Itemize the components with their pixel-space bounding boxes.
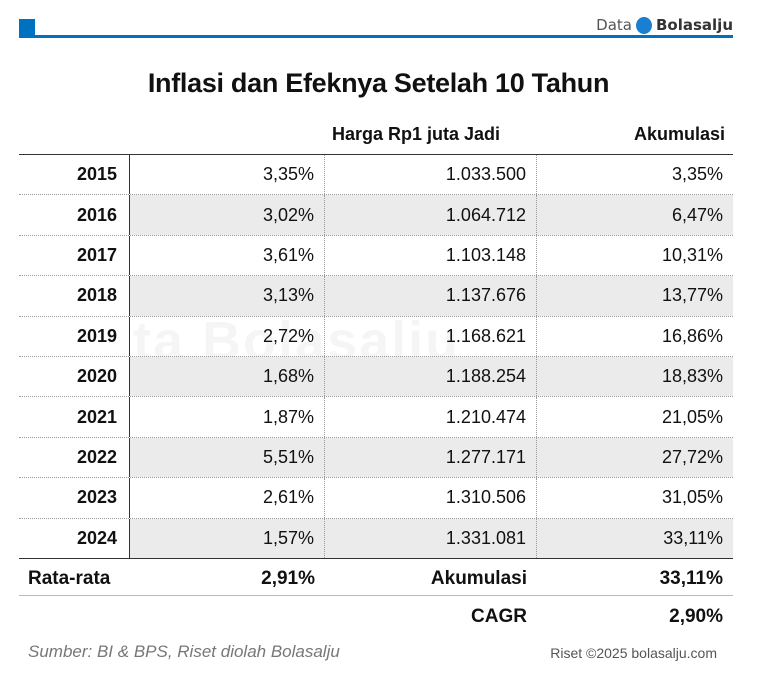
price-cell: 1.168.621 bbox=[325, 316, 537, 356]
price-cell: 1.033.500 bbox=[325, 155, 537, 195]
price-cell: 1.137.676 bbox=[325, 276, 537, 316]
accumulation-cell: 31,05% bbox=[661, 487, 723, 508]
year-cell: 2017 bbox=[19, 235, 130, 276]
summary-row-average: Rata-rata 2,91% Akumulasi 33,11% bbox=[19, 560, 733, 597]
summary-divider bbox=[19, 595, 733, 596]
cagr-value: 2,90% bbox=[669, 605, 723, 627]
inflation-table: 2015 3,35% 1.033.500 3,35% 2016 3,02% 1.064.71… bbox=[19, 154, 733, 559]
copyright: Riset ©2025 bolasalju.com bbox=[550, 645, 717, 661]
inflation-cell: 2,61% bbox=[130, 478, 325, 518]
table-row: 2024 1,57% 1.331.081 33,11% bbox=[19, 518, 733, 559]
table-row: 2018 3,13% 1.137.676 13,77% bbox=[19, 276, 733, 317]
year-cell: 2016 bbox=[19, 195, 130, 235]
snowball-icon bbox=[635, 16, 652, 34]
inflation-cell: 2,72% bbox=[130, 316, 325, 356]
accumulation-cell: 13,77% bbox=[537, 276, 733, 316]
inflation-cell: 1,57% bbox=[130, 518, 325, 558]
accumulation-cell: 16,86% bbox=[661, 325, 723, 346]
column-header-price: Harga Rp1 juta Jadi bbox=[332, 124, 501, 144]
table-row: 2020 1,68% 1.188.254 18,83% bbox=[19, 356, 733, 398]
price-cell: 1.064.712 bbox=[325, 195, 537, 235]
price-cell: 1.103.148 bbox=[325, 235, 537, 276]
price-cell: 1.310.506 bbox=[325, 478, 537, 518]
year-cell: 2019 bbox=[19, 316, 130, 356]
accumulation-cell: 21,05% bbox=[661, 406, 723, 427]
brand-square bbox=[19, 19, 35, 37]
accumulation-cell: 27,72% bbox=[537, 437, 733, 478]
table-row: 2019 2,72% 1.168.621 16,86% bbox=[19, 316, 733, 357]
year-cell: 2015 bbox=[19, 155, 130, 195]
price-cell: 1.210.474 bbox=[325, 397, 537, 437]
inflation-cell: 3,61% bbox=[130, 235, 325, 276]
accumulation-cell: 6,47% bbox=[537, 195, 733, 235]
average-label: Rata-rata bbox=[28, 567, 111, 589]
inflation-cell: 1,87% bbox=[130, 397, 325, 437]
year-cell: 2023 bbox=[19, 478, 130, 518]
header-rule bbox=[19, 35, 733, 38]
table-row: 2021 1,87% 1.210.474 21,05% bbox=[19, 397, 733, 438]
accumulation-cell: 3,35% bbox=[671, 164, 723, 185]
chart-title: Inflasi dan Efeknya Setelah 10 Tahun bbox=[147, 68, 610, 98]
year-cell: 2020 bbox=[19, 356, 130, 397]
accumulation-value: 33,11% bbox=[659, 567, 723, 589]
accumulation-cell: 10,31% bbox=[661, 244, 723, 265]
accumulation-cell: 18,83% bbox=[537, 356, 733, 397]
inflation-cell: 3,35% bbox=[130, 155, 325, 195]
source-note: Sumber: BI & BPS, Riset diolah Bolasalju bbox=[28, 642, 340, 661]
table-row: 2015 3,35% 1.033.500 3,35% bbox=[19, 155, 733, 196]
inflation-cell: 3,02% bbox=[130, 195, 325, 235]
inflation-cell: 5,51% bbox=[130, 437, 325, 478]
price-cell: 1.277.171 bbox=[325, 437, 537, 478]
accumulation-label: Akumulasi bbox=[430, 567, 527, 589]
inflation-cell: 1,68% bbox=[130, 356, 325, 397]
column-header-accumulation: Akumulasi bbox=[633, 124, 725, 144]
year-cell: 2022 bbox=[19, 437, 130, 478]
average-value: 2,91% bbox=[261, 567, 315, 589]
summary-row-cagr: CAGR 2,90% bbox=[19, 598, 733, 635]
inflation-cell: 3,13% bbox=[130, 276, 325, 316]
year-cell: 2024 bbox=[19, 518, 130, 558]
accumulation-cell: 33,11% bbox=[537, 518, 733, 558]
year-cell: 2021 bbox=[19, 397, 130, 437]
price-cell: 1.188.254 bbox=[325, 356, 537, 397]
year-cell: 2018 bbox=[19, 276, 130, 316]
table-row: 2023 2,61% 1.310.506 31,05% bbox=[19, 478, 733, 519]
table-row: 2022 5,51% 1.277.171 27,72% bbox=[19, 437, 733, 479]
table-row: 2017 3,61% 1.103.148 10,31% bbox=[19, 235, 733, 277]
table-row: 2016 3,02% 1.064.712 6,47% bbox=[19, 195, 733, 236]
brand-logo: Data Bolasalju bbox=[596, 16, 733, 34]
price-cell: 1.331.081 bbox=[325, 518, 537, 558]
cagr-label: CAGR bbox=[471, 605, 527, 627]
